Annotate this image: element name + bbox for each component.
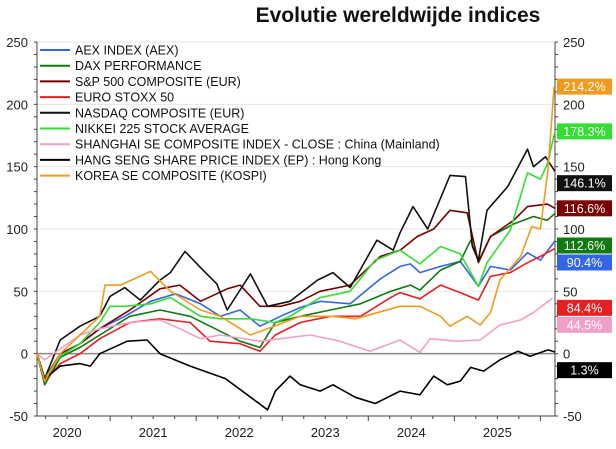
series-line-4 <box>36 148 556 380</box>
x-tick-label: 2022 <box>225 425 254 440</box>
end-value-label: 90.4% <box>557 254 612 271</box>
series-line-2 <box>36 203 556 380</box>
series-line-0 <box>36 240 556 380</box>
end-value-text: 90.4% <box>567 256 602 270</box>
legend-label: KOREA SE COMPOSITE (KOSPI) <box>75 169 267 183</box>
x-tick-label: 2023 <box>311 425 340 440</box>
end-value-text: 146.1% <box>563 177 605 191</box>
y-tick-label-left: 0 <box>21 347 28 362</box>
end-value-text: 1.3% <box>570 364 599 378</box>
chart-title: Evolutie wereldwijde indices <box>255 4 541 27</box>
end-value-label: 44.5% <box>557 316 612 333</box>
y-tick-label-left: 50 <box>14 284 28 299</box>
legend-label: EURO STOXX 50 <box>75 91 174 105</box>
legend-label: NASDAQ COMPOSITE (EUR) <box>75 106 244 120</box>
legend-label: S&P 500 COMPOSITE (EUR) <box>75 75 241 89</box>
y-tick-label-left: 100 <box>6 222 28 237</box>
y-tick-label-right: 150 <box>563 160 585 175</box>
x-tick-label: 2021 <box>139 425 168 440</box>
end-value-box <box>557 123 612 140</box>
x-tick-label: 2024 <box>397 425 426 440</box>
end-value-label: 1.3% <box>557 362 612 379</box>
legend-label: HANG SENG SHARE PRICE INDEX (EP) : Hong … <box>75 153 381 167</box>
legend-label: NIKKEI 225 STOCK AVERAGE <box>75 122 249 136</box>
end-value-label: 84.4% <box>557 299 612 316</box>
y-tick-label-left: -50 <box>9 409 28 424</box>
end-value-label: 116.6% <box>557 200 612 217</box>
series-line-7 <box>36 339 556 411</box>
end-value-text: 112.6% <box>564 239 605 253</box>
end-value-text: 84.4% <box>567 301 602 315</box>
end-value-text: 44.5% <box>567 318 602 332</box>
y-tick-label-left: 200 <box>6 97 28 112</box>
series-line-3 <box>36 247 556 382</box>
end-value-box <box>557 237 612 254</box>
end-value-label: 146.1% <box>557 175 612 192</box>
end-value-label: 112.6% <box>557 237 612 254</box>
end-value-box <box>557 78 612 95</box>
legend: AEX INDEX (AEX)DAX PERFORMANCE S&P 500 CO… <box>40 44 440 183</box>
y-tick-label-right: 50 <box>563 284 577 299</box>
y-tick-label-right: -50 <box>563 409 582 424</box>
legend-label: AEX INDEX (AEX) <box>75 44 179 58</box>
end-value-text: 116.6% <box>564 202 605 216</box>
x-tick-label: 2020 <box>53 425 82 440</box>
end-value-label: 178.3% <box>557 123 612 140</box>
y-tick-label-right: 0 <box>563 347 570 362</box>
y-tick-label-right: 200 <box>563 97 585 112</box>
end-value-box <box>557 175 612 192</box>
y-tick-label-left: 250 <box>6 35 28 50</box>
end-value-box <box>557 254 612 271</box>
legend-label: SHANGHAI SE COMPOSITE INDEX - CLOSE : Ch… <box>75 138 440 152</box>
end-value-box <box>557 299 612 316</box>
y-tick-label-right: 100 <box>563 222 585 237</box>
end-value-label: 214.2% <box>557 78 612 95</box>
x-tick-label: 2025 <box>483 425 512 440</box>
y-tick-label-right: 250 <box>563 35 585 50</box>
end-value-text: 214.2% <box>563 80 605 94</box>
series-line-8 <box>36 86 555 382</box>
end-value-box <box>557 316 612 333</box>
end-value-text: 178.3% <box>563 125 605 139</box>
series-line-6 <box>36 297 553 361</box>
legend-label: DAX PERFORMANCE <box>75 59 201 73</box>
end-value-box <box>557 200 612 217</box>
end-value-box <box>557 362 612 379</box>
y-tick-label-left: 150 <box>6 160 28 175</box>
series-line-5 <box>36 131 556 380</box>
